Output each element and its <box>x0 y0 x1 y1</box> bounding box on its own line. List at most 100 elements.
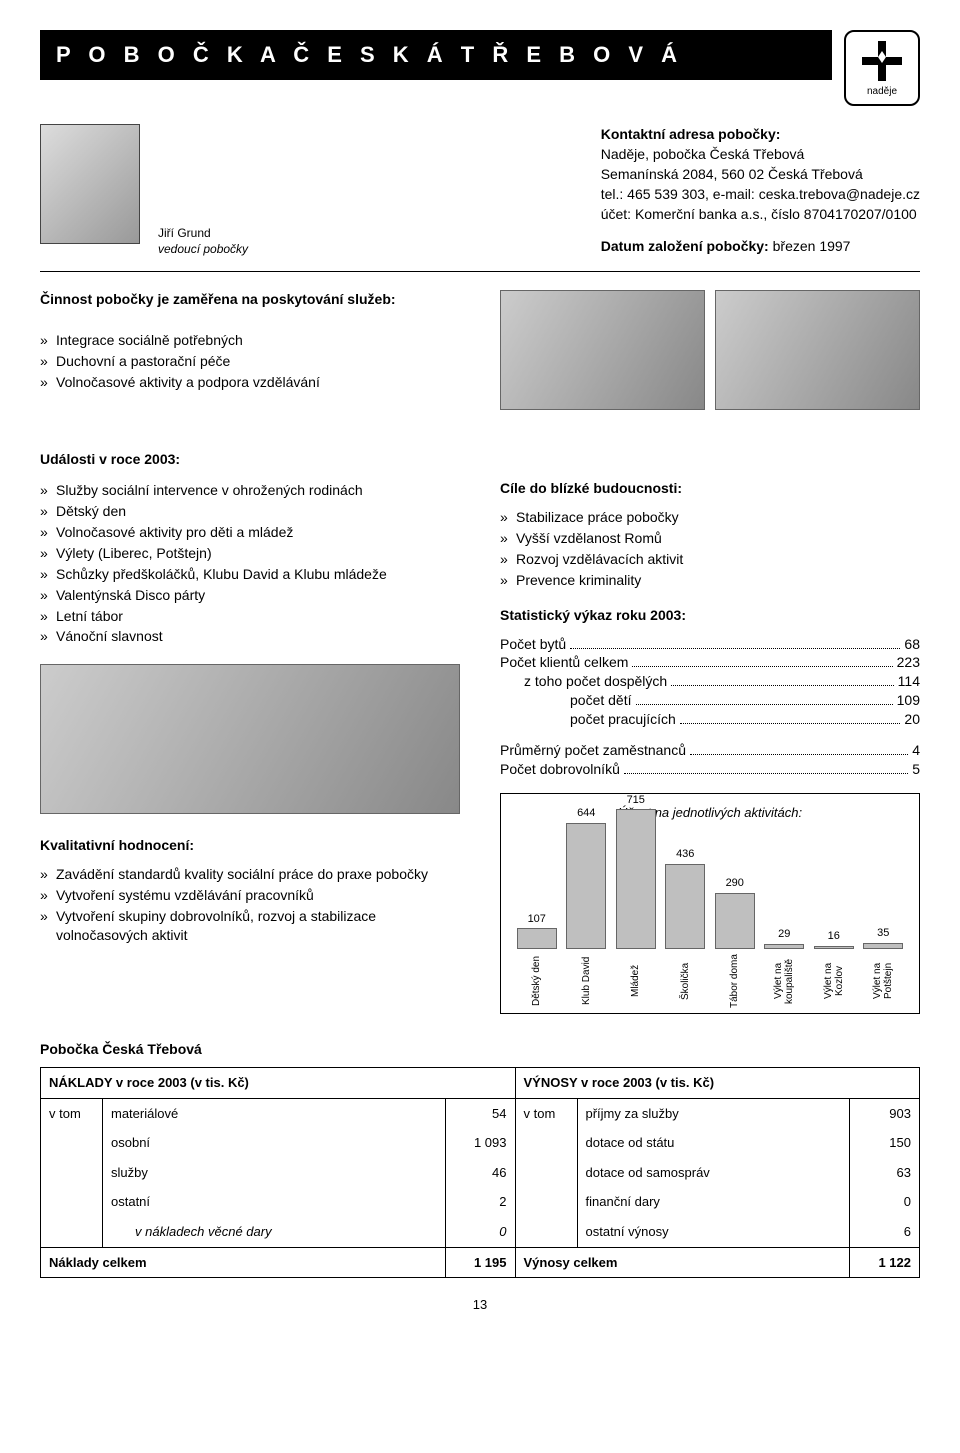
list-item: Volnočasové aktivity a podpora vzděláván… <box>40 373 460 392</box>
activity-heading: Činnost pobočky je zaměřena na poskytová… <box>40 290 460 309</box>
fin-cost-value: 46 <box>445 1158 515 1188</box>
chart-bar-value: 35 <box>877 926 889 941</box>
chart-bar-value: 107 <box>528 912 546 927</box>
photo-placeholder <box>715 290 920 410</box>
fin-right-total-val: 1 122 <box>850 1247 920 1278</box>
list-item: Vyšší vzdělanost Romů <box>500 529 920 548</box>
chart-bar-wrapper: 715 Mládež <box>612 793 660 1010</box>
fin-vtom <box>515 1187 577 1217</box>
photo-placeholder <box>500 290 705 410</box>
stat-row: počet pracujících 20 <box>500 710 920 729</box>
chart-bar-wrapper: 35 Výlet na Potštejn <box>860 926 908 1010</box>
stat-row: Počet klientů celkem223 <box>500 653 920 672</box>
page: P O B O Č K A Č E S K Á T Ř E B O V Á na… <box>0 0 960 1344</box>
contact-line: účet: Komerční banka a.s., číslo 8704170… <box>601 205 920 224</box>
chart-bar-wrapper: 107 Dětský den <box>513 912 561 1010</box>
stat-label: počet pracujících <box>570 710 676 729</box>
goals-heading: Cíle do blízké budoucnosti: <box>500 479 920 498</box>
chart-box: Účast na jednotlivých aktivitách: 107Dět… <box>500 793 920 1015</box>
stats-heading: Statistický výkaz roku 2003: <box>500 606 920 625</box>
chart-bar <box>566 823 606 949</box>
contact-line: Naděje, pobočka Česká Třebová <box>601 145 920 164</box>
chart-bar-wrapper: 16Výlet na Kozlov <box>810 929 858 1009</box>
left-col: Služby sociální intervence v ohrožených … <box>40 479 460 1014</box>
list-item: Volnočasové aktivity pro děti a mládež <box>40 523 460 542</box>
photo-pair <box>500 290 920 410</box>
list-item: Letní tábor <box>40 607 460 626</box>
chart-bar-value: 436 <box>676 847 694 862</box>
stats-block: Počet bytů 68 Počet klientů celkem223 z t… <box>500 635 920 779</box>
chart-bar-value: 715 <box>627 793 645 808</box>
stat-label: Počet bytů <box>500 635 566 654</box>
fin-revenue-label: dotace od samospráv <box>577 1158 850 1188</box>
list-item: Vánoční slavnost <box>40 627 460 646</box>
fin-left-total-label: Náklady celkem <box>41 1247 446 1278</box>
list-item: Integrace sociálně potřebných <box>40 331 460 350</box>
founded-value: březen 1997 <box>773 238 851 254</box>
chart-bar-label: Klub David <box>581 953 592 1009</box>
person-role: vedoucí pobočky <box>158 241 248 257</box>
list-item: Prevence kriminality <box>500 571 920 590</box>
chart-bar-wrapper: 436 Školička <box>662 847 710 1009</box>
chart-bar-label: Mládež <box>630 953 641 1009</box>
fin-revenue-label: příjmy za služby <box>577 1098 850 1128</box>
stat-value: 68 <box>904 635 920 654</box>
right-col: Cíle do blízké budoucnosti: Stabilizace … <box>500 479 920 1014</box>
stat-value: 20 <box>904 710 920 729</box>
fin-cost-value: 0 <box>445 1217 515 1247</box>
stat-label: počet dětí <box>570 691 632 710</box>
logo-nadeje: naděje <box>844 30 920 106</box>
fin-cost-label: ostatní <box>103 1187 446 1217</box>
fin-revenue-label: finanční dary <box>577 1187 850 1217</box>
stat-label: z toho počet dospělých <box>524 672 667 691</box>
stat-row: Počet bytů 68 <box>500 635 920 654</box>
chart-bar-wrapper: 29Výlet na koupaliště <box>761 927 809 1010</box>
chart-bar-label: Výlet na koupaliště <box>773 953 795 1009</box>
goals-list: Stabilizace práce pobočky Vyšší vzdělanos… <box>500 508 920 590</box>
person-name: Jiří Grund <box>158 225 248 241</box>
chart-bar <box>665 864 705 949</box>
page-title-bar: P O B O Č K A Č E S K Á T Ř E B O V Á <box>40 30 832 80</box>
fin-vtom <box>41 1128 103 1158</box>
fin-left-total-val: 1 195 <box>445 1247 515 1278</box>
activities-col: Činnost pobočky je zaměřena na poskytová… <box>40 290 460 428</box>
stat-row: Průměrný počet zaměstnanců4 <box>500 741 920 760</box>
chart-bar-label: Dětský den <box>531 953 542 1009</box>
logo-label: naděje <box>867 85 897 99</box>
chart-bar-label: Školička <box>680 953 691 1009</box>
chart-bar-label: Tábor doma <box>729 953 740 1009</box>
chart-bar-label: Výlet na Potštejn <box>872 953 894 1009</box>
list-item: Služby sociální intervence v ohrožených … <box>40 481 460 500</box>
stat-value: 223 <box>897 653 920 672</box>
fin-revenue-label: dotace od státu <box>577 1128 850 1158</box>
fin-revenue-value: 903 <box>850 1098 920 1128</box>
stat-value: 109 <box>897 691 920 710</box>
table-row: služby46dotace od samospráv63 <box>41 1158 920 1188</box>
contact-block: Kontaktní adresa pobočky: Naděje, pobočk… <box>601 124 920 257</box>
founded-line: Datum založení pobočky: březen 1997 <box>601 237 920 256</box>
fin-revenue-value: 6 <box>850 1217 920 1247</box>
table-row: v nákladech věcné dary0ostatní výnosy6 <box>41 1217 920 1247</box>
contact-line: tel.: 465 539 303, e-mail: ceska.trebova… <box>601 185 920 204</box>
chart-bar-value: 644 <box>577 806 595 821</box>
table-row: ostatní2finanční dary0 <box>41 1187 920 1217</box>
list-item: Duchovní a pastorační péče <box>40 352 460 371</box>
fin-vtom <box>41 1187 103 1217</box>
fin-right-title: VÝNOSY v roce 2003 (v tis. Kč) <box>515 1068 920 1099</box>
stat-value: 114 <box>898 672 920 691</box>
chart-bar <box>764 944 804 950</box>
top-two-col: Činnost pobočky je zaměřena na poskytová… <box>40 290 920 428</box>
fin-revenue-value: 150 <box>850 1128 920 1158</box>
list-item: Stabilizace práce pobočky <box>500 508 920 527</box>
fin-vtom: v tom <box>515 1098 577 1128</box>
qual-heading: Kvalitativní hodnocení: <box>40 836 460 855</box>
chart-bar-value: 16 <box>828 929 840 944</box>
fin-cost-label: v nákladech věcné dary <box>103 1217 446 1247</box>
stat-label: Průměrný počet zaměstnanců <box>500 741 686 760</box>
list-item: Dětský den <box>40 502 460 521</box>
stat-row: počet dětí 109 <box>500 691 920 710</box>
fin-right-total-label: Výnosy celkem <box>515 1247 850 1278</box>
cross-star-icon <box>858 37 906 85</box>
finance-table: NÁKLADY v roce 2003 (v tis. Kč) VÝNOSY v… <box>40 1067 920 1278</box>
photo-placeholder <box>40 664 460 814</box>
